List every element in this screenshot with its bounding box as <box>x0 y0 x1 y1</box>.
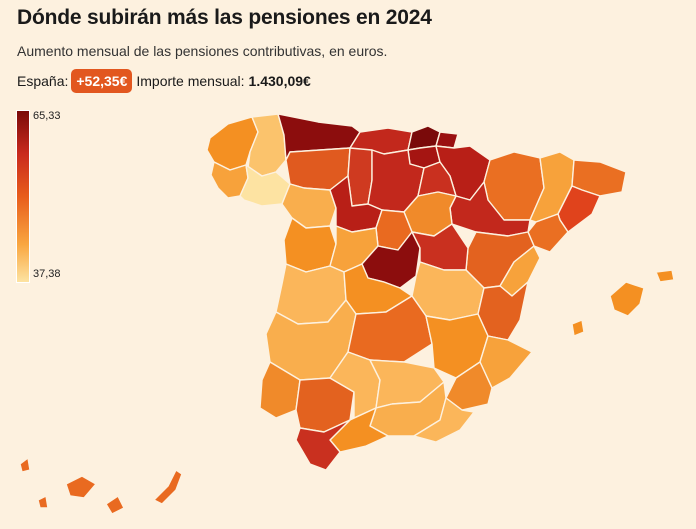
country-label: España: <box>17 73 69 89</box>
province-mallorca[interactable] <box>609 281 645 317</box>
province-ourense[interactable] <box>239 164 291 207</box>
national-summary: España: +52,35€ Importe mensual: 1.430,0… <box>17 68 311 94</box>
color-scale-legend <box>17 111 29 282</box>
province-cadiz[interactable] <box>295 419 351 471</box>
province-a-coruna[interactable] <box>206 116 259 171</box>
amount-value: 1.430,09€ <box>248 73 311 89</box>
legend-min-label: 37,38 <box>33 268 61 280</box>
province-las-palmas[interactable] <box>65 475 97 499</box>
province-palencia[interactable] <box>347 147 373 207</box>
amount-label: Importe mensual: <box>136 73 245 89</box>
province-santa-cruz-b[interactable] <box>105 495 125 515</box>
increase-badge: +52,35€ <box>71 69 133 93</box>
legend-max-label: 65,33 <box>33 110 61 122</box>
page-subtitle: Aumento mensual de las pensiones contrib… <box>17 43 388 59</box>
province-gipuzkoa[interactable] <box>435 131 459 149</box>
page-title: Dónde subirán más las pensiones en 2024 <box>17 6 432 29</box>
province-almeria[interactable] <box>413 397 475 443</box>
province-santa-cruz-c[interactable] <box>37 495 49 509</box>
province-las-palmas-east[interactable] <box>153 469 183 505</box>
province-menorca[interactable] <box>655 269 675 283</box>
province-ibiza[interactable] <box>571 319 585 337</box>
province-santa-cruz[interactable] <box>19 457 31 473</box>
